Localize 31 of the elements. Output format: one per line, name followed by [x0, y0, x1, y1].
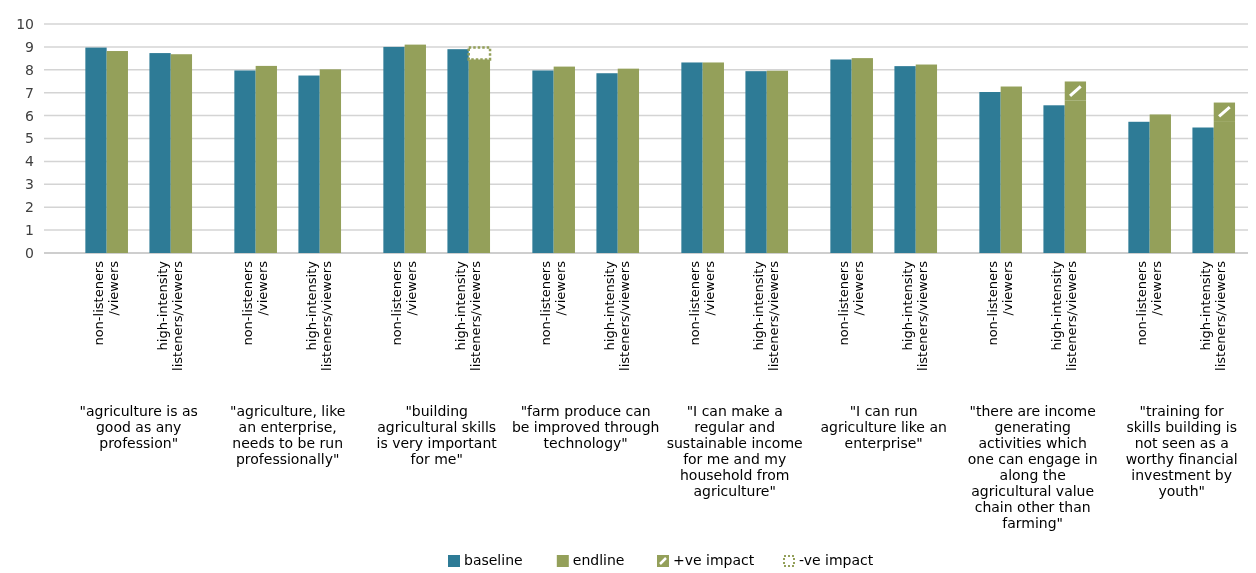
y-tick-label: 2 [25, 199, 34, 216]
text: "farm produce can be improved through technology" [511, 403, 660, 451]
text: "agriculture is as good as any profession" [79, 403, 198, 451]
y-tick-label: 0 [25, 244, 34, 261]
legend-label: -ve impact [799, 552, 874, 568]
text: "there are income generating activities which one can engage in along the agricultural value chain other than farming" [967, 403, 1098, 531]
y-tick-label: 1 [25, 222, 34, 238]
x-tick-label: non-listeners /viewers [1134, 260, 1165, 346]
x-tick-label: non-listeners /viewers [538, 260, 569, 346]
text: "building agricultural skills is very important for me" [376, 403, 498, 467]
x-tick-label: non-listeners /viewers [91, 260, 122, 346]
text: "I can run agriculture like an enterprise" [820, 403, 947, 451]
x-tick-label: non-listeners /viewers [389, 260, 420, 346]
x-tick-label: non-listeners /viewers [836, 260, 867, 346]
y-tick-label: 10 [16, 15, 34, 32]
x-tick-label: non-listeners /viewers [985, 260, 1016, 346]
legend-label: endline [572, 552, 625, 568]
y-tick-label: 9 [25, 38, 34, 55]
y-tick-label: 4 [25, 153, 35, 170]
x-tick-label: non-listeners /viewers [687, 260, 718, 346]
legend-label: +ve impact [673, 552, 755, 568]
y-tick-label: 8 [25, 61, 34, 78]
y-tick-label: 7 [25, 84, 34, 101]
text: "training for skills building is not seen as a worthy financial investment by youth" [1125, 403, 1238, 499]
y-tick-label: 3 [25, 176, 34, 193]
y-tick-label: 6 [25, 107, 35, 124]
text: "agriculture, like an enterprise, needs to be run professionally" [230, 403, 346, 467]
y-tick-label: 5 [25, 130, 34, 147]
legend-label: baseline [464, 552, 523, 568]
text: "I can make a regular and sustainable income for me and my household from agriculture" [666, 403, 803, 499]
x-tick-label: non-listeners /viewers [240, 260, 271, 346]
